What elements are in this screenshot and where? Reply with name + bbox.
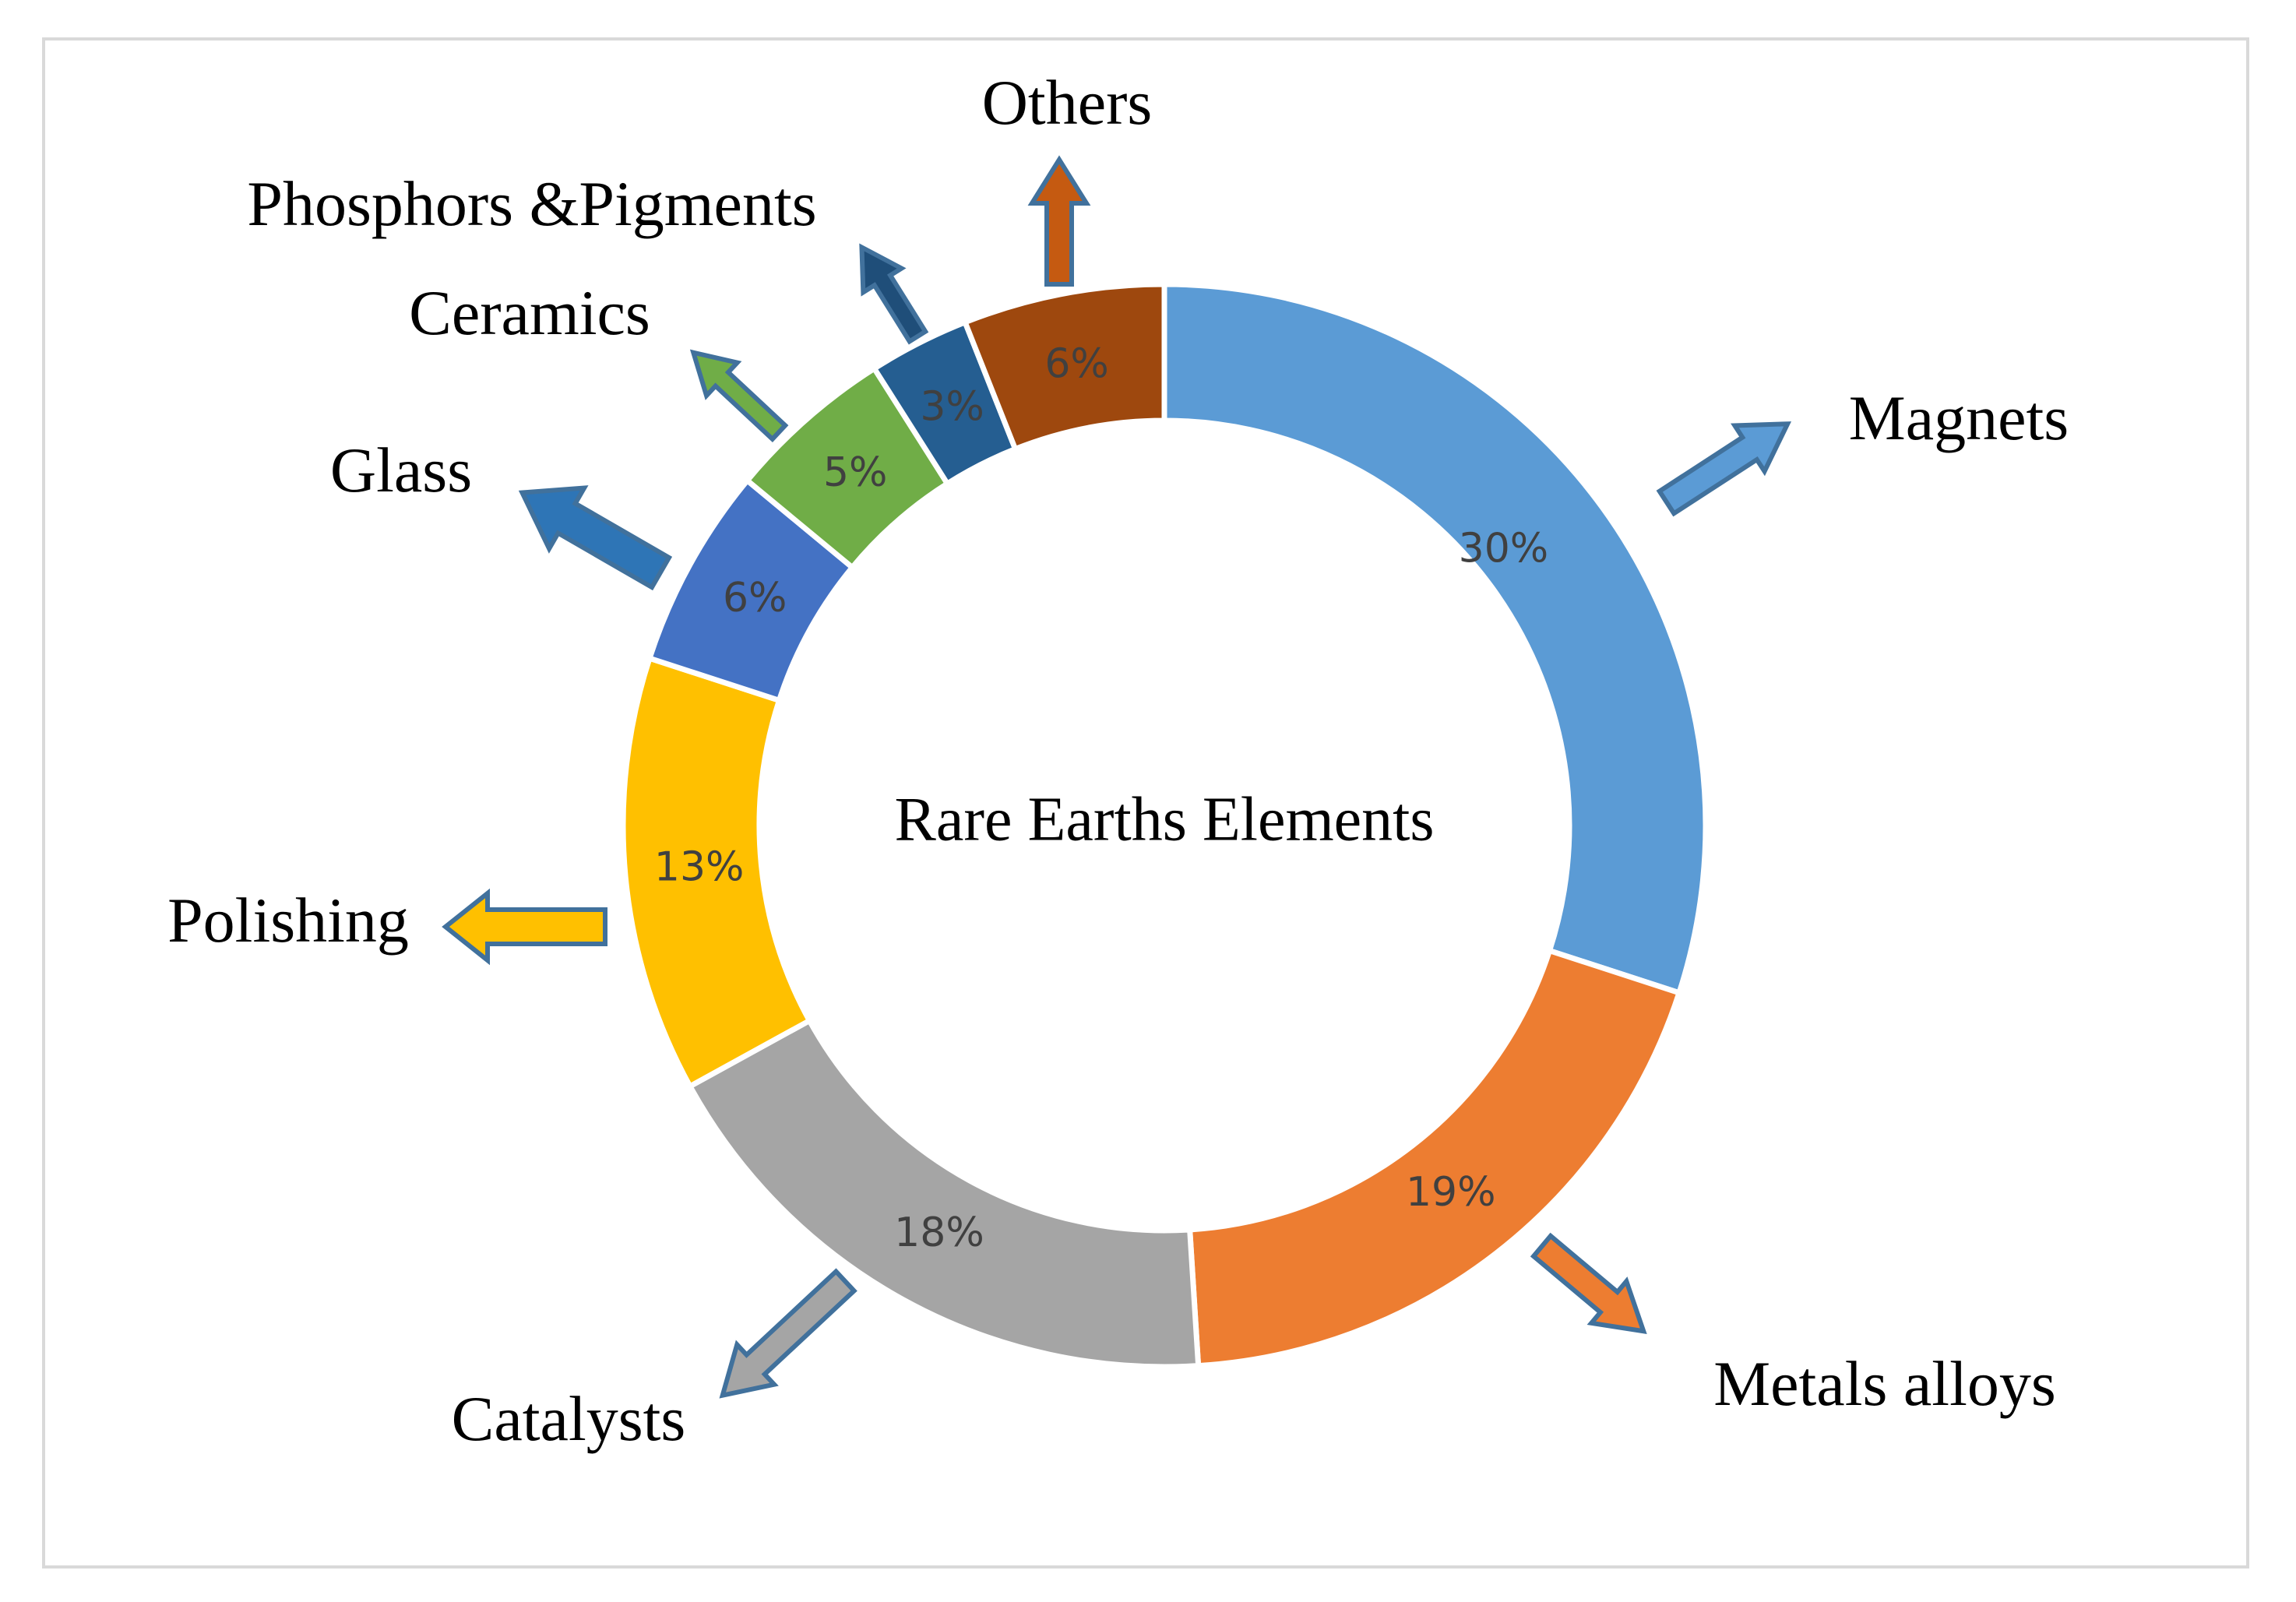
arrow-others (1027, 155, 1091, 287)
category-label-magnets: Magnets (1849, 382, 2069, 453)
arrow-polishing (442, 888, 607, 966)
percent-label-others: 6% (1044, 341, 1109, 388)
slice-others (961, 281, 1167, 453)
arrow-ceramics (689, 349, 789, 443)
category-label-ceramics: Ceramics (409, 277, 650, 348)
arrow-catalysts (719, 1268, 857, 1399)
percent-label-metals-alloys: 19% (1406, 1169, 1496, 1216)
percent-label-ceramics: 5% (823, 449, 888, 496)
category-label-phosphors-pigments: Phosphors &Pigments (247, 168, 816, 239)
percent-label-phosphors-pigments: 3% (920, 383, 984, 430)
category-label-others: Others (982, 67, 1153, 138)
percent-label-glass: 6% (723, 575, 787, 621)
arrow-metals-alloys (1530, 1232, 1647, 1335)
percent-label-catalysts: 18% (894, 1209, 984, 1256)
slice-magnets (1161, 281, 1709, 997)
arrow-phosphors-pigments (859, 243, 929, 345)
center-label: Rare Earths Elements (894, 785, 1434, 854)
category-arrows (442, 155, 1792, 1399)
category-labels: Magnets Metals alloys Catalysts Polishing Gl… (167, 67, 2069, 1454)
category-label-glass: Glass (330, 435, 472, 505)
percent-label-polishing: 13% (654, 843, 745, 890)
arrow-glass (518, 485, 673, 591)
percent-label-magnets: 30% (1459, 525, 1549, 572)
slice-metals-alloys (1186, 947, 1683, 1369)
category-label-polishing: Polishing (167, 885, 409, 956)
slice-catalysts (686, 1016, 1202, 1370)
percent-labels: 30% 19% 18% 13% 6% 5% 3% 6% (654, 341, 1548, 1256)
category-label-catalysts: Catalysts (452, 1383, 686, 1454)
arrow-magnets (1656, 421, 1792, 517)
category-label-metals-alloys: Metals alloys (1713, 1348, 2056, 1419)
donut-slices (620, 281, 1709, 1370)
